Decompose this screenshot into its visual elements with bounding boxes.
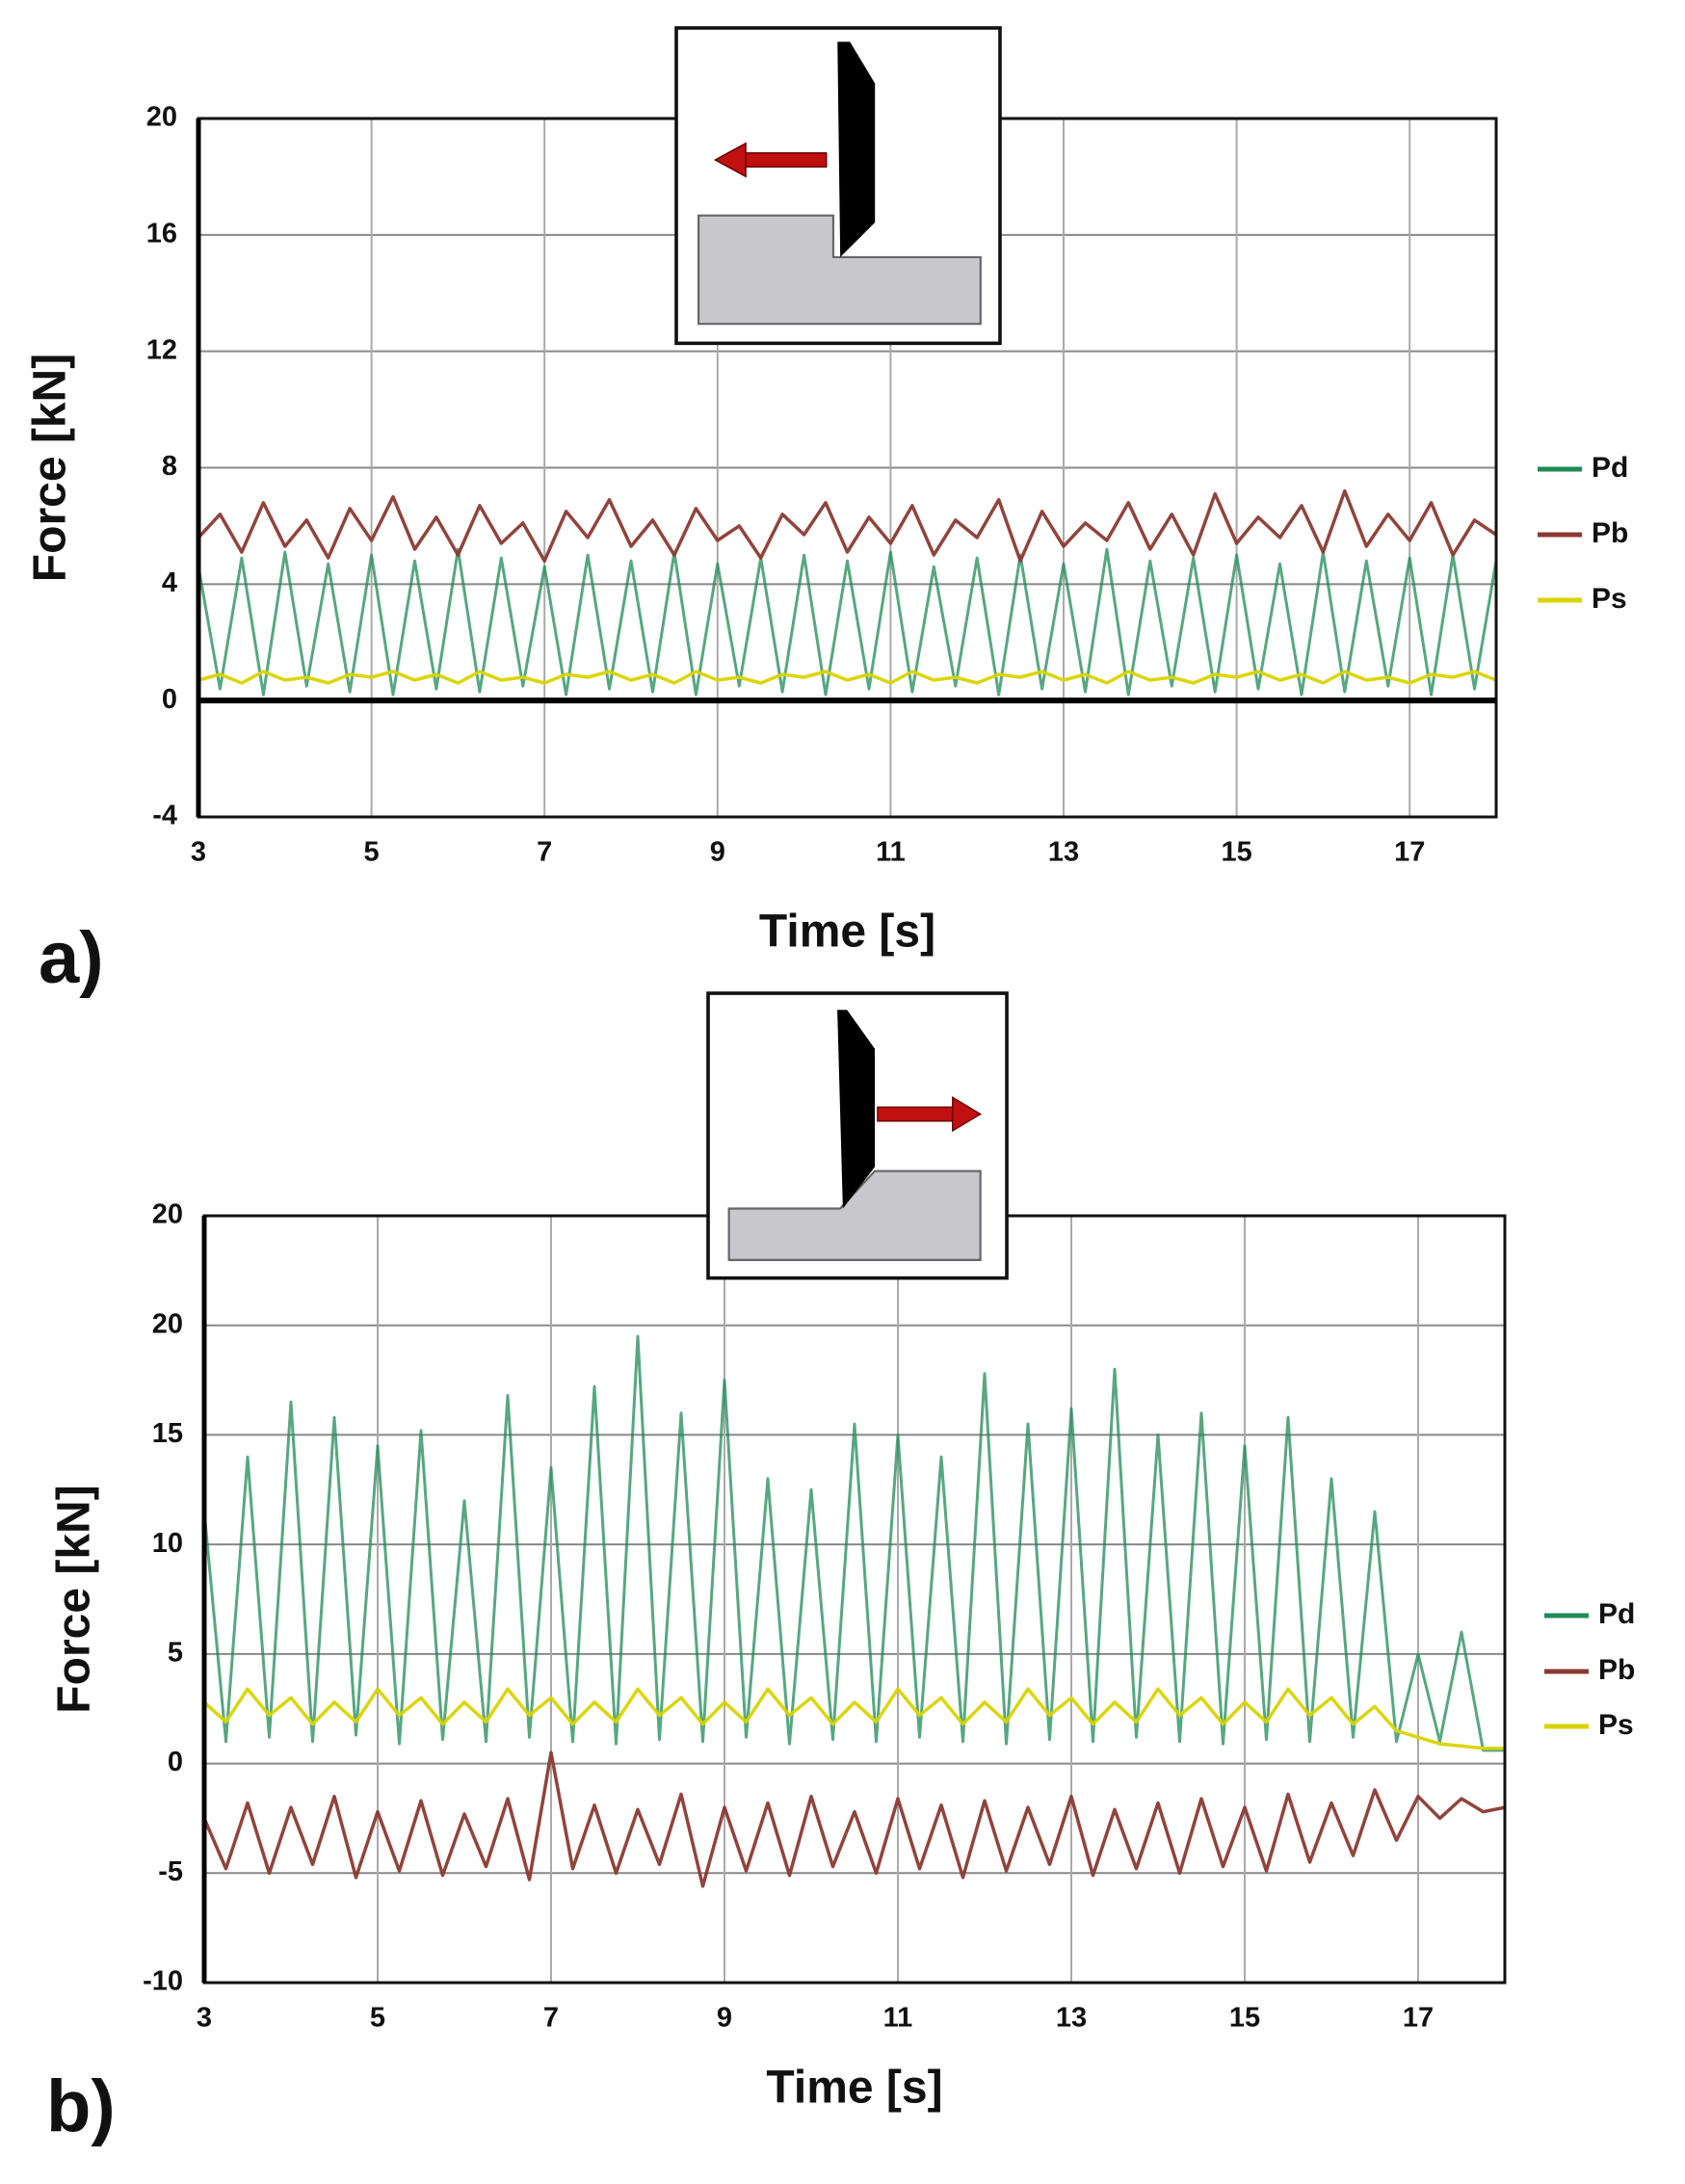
- y-tick-label: -10: [143, 1966, 183, 1997]
- series-line: [197, 547, 1498, 697]
- y-tick-label: 12: [146, 334, 177, 365]
- y-tick-label: 8: [162, 451, 177, 482]
- y-tick-label: 4: [162, 567, 177, 598]
- x-tick-label: 11: [876, 837, 906, 868]
- y-axis-label: Force [kN]: [49, 1485, 100, 1713]
- icon-b: [706, 991, 1009, 1280]
- x-axis-label: Time [s]: [759, 907, 935, 958]
- y-tick-label: 5: [168, 1638, 183, 1669]
- y-axis-label: Force [kN]: [25, 354, 76, 582]
- legend-label: Pd: [1592, 452, 1628, 484]
- legend-label: Ps: [1592, 583, 1627, 615]
- y-tick-label: 20: [152, 1199, 183, 1230]
- x-tick-label: 7: [537, 837, 552, 868]
- x-tick-label: 3: [191, 837, 206, 868]
- x-tick-label: 15: [1221, 837, 1251, 868]
- y-tick-label: 16: [146, 218, 177, 249]
- x-tick-label: 13: [1056, 2003, 1087, 2034]
- x-tick-label: 3: [197, 2003, 212, 2034]
- y-tick-label: 20: [146, 102, 177, 133]
- icon-a: [674, 26, 1002, 346]
- x-tick-label: 7: [543, 2003, 559, 2034]
- plots: -4 0 4 8 12 16 20 3 5 7 9 11 13 15 17 Pd Pb Ps Time [s] For…: [25, 102, 1636, 2147]
- x-tick-label: 9: [710, 837, 725, 868]
- legend-label: Ps: [1598, 1709, 1634, 1741]
- y-tick-label: -5: [158, 1856, 183, 1887]
- legend-label: Pb: [1592, 517, 1628, 549]
- legend-label: Pb: [1598, 1654, 1635, 1686]
- y-tick-label: 20: [152, 1308, 183, 1339]
- panel-label: b): [46, 2066, 116, 2147]
- x-tick-label: 5: [364, 837, 380, 868]
- series-line: [197, 670, 1497, 685]
- x-axis-label: Time [s]: [766, 2063, 942, 2114]
- y-tick-label: 10: [152, 1528, 183, 1559]
- y-tick-label: 15: [152, 1418, 183, 1449]
- legend-label: Pd: [1598, 1598, 1635, 1630]
- y-tick-label: -4: [152, 801, 177, 831]
- x-tick-label: 13: [1048, 837, 1079, 868]
- series-line: [197, 488, 1497, 563]
- x-tick-label: 11: [883, 2003, 913, 2034]
- x-tick-label: 15: [1229, 2003, 1260, 2034]
- series-line: [202, 1334, 1505, 1752]
- series-line: [202, 1687, 1505, 1750]
- y-tick-label: 0: [168, 1747, 183, 1777]
- y-tick-label: 0: [162, 684, 177, 715]
- x-tick-label: 5: [370, 2003, 385, 2034]
- x-tick-label: 9: [717, 2003, 732, 2034]
- panel-label: a): [39, 917, 104, 999]
- x-tick-label: 17: [1403, 2003, 1434, 2034]
- plot-area: [204, 1216, 1505, 1983]
- series-line: [202, 1750, 1506, 1888]
- x-tick-label: 17: [1394, 837, 1425, 868]
